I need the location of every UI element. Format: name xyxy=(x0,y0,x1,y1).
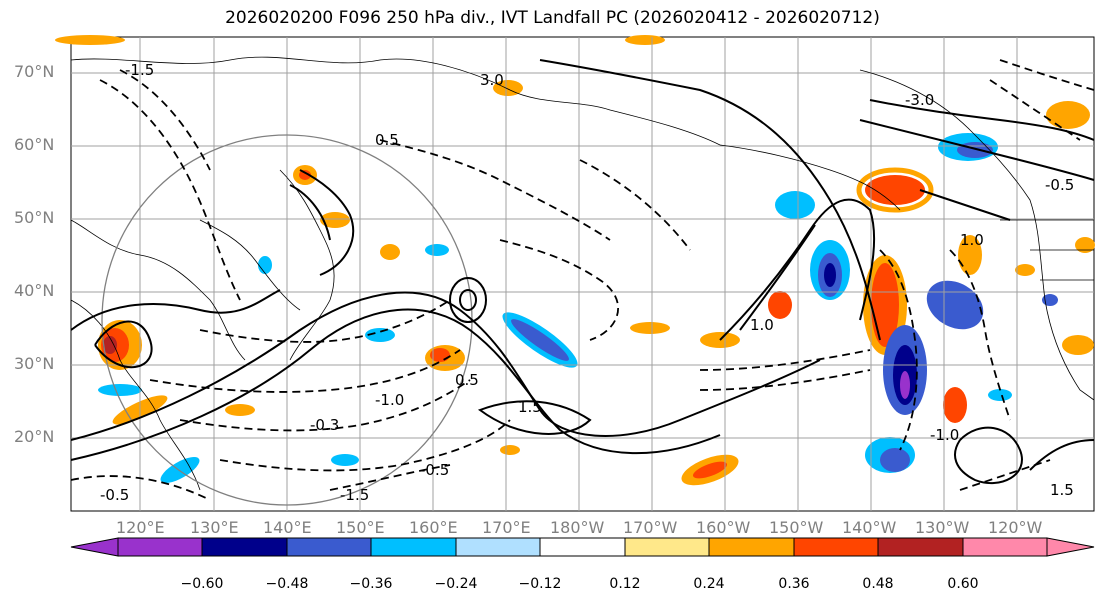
contour-label: -1.0 xyxy=(930,426,959,444)
lat-label: 30°N xyxy=(14,354,55,373)
contour-label: 1.0 xyxy=(750,316,774,334)
colorbar-tick: 0.60 xyxy=(947,576,979,592)
contour-label: -1.5 xyxy=(125,61,154,79)
colorbar-tick: 0.36 xyxy=(778,576,810,592)
lon-label: 120°W xyxy=(988,518,1043,537)
contour-label: -1.5 xyxy=(340,486,369,504)
contour-label: 3.0 xyxy=(480,71,504,89)
lon-label: 130°E xyxy=(190,518,239,537)
lon-label: 170°W xyxy=(623,518,678,537)
lon-label: 170°E xyxy=(482,518,531,537)
lon-label: 150°W xyxy=(769,518,824,537)
figure-title: 2026020200 F096 250 hPa div., IVT Landfa… xyxy=(225,8,880,28)
lat-label: 50°N xyxy=(14,208,55,227)
lat-label: 60°N xyxy=(14,135,55,154)
colorbar-tick: −0.24 xyxy=(434,576,478,592)
contour-label: 1.5 xyxy=(1050,481,1074,499)
lat-label: 20°N xyxy=(14,427,55,446)
lon-label: 130°W xyxy=(915,518,970,537)
contour-label: 1.5 xyxy=(518,398,542,416)
contour-label: -0.3 xyxy=(310,416,339,434)
colorbar-tick: −0.60 xyxy=(180,576,224,592)
colorbar-under-triangle xyxy=(70,537,119,557)
contour-label: -1.0 xyxy=(375,391,404,409)
lon-label: 150°E xyxy=(336,518,385,537)
ivt-negative-contours xyxy=(70,59,1095,501)
colorbar-tick: 0.24 xyxy=(693,576,725,592)
lon-label: 180°W xyxy=(550,518,605,537)
contour-label: -0.5 xyxy=(100,486,129,504)
coastlines xyxy=(70,56,1095,491)
colorbar-tick: −0.36 xyxy=(349,576,393,592)
contour-labels: -0.5 -1.0 -1.5 -0.5 0.5 1.0 1.5 3.0 -3.0… xyxy=(100,61,1074,504)
graticule xyxy=(71,37,1094,511)
colorbar-tick: 0.48 xyxy=(862,576,894,592)
contour-label: -0.5 xyxy=(1045,176,1074,194)
contour-label: 1.0 xyxy=(960,231,984,249)
colorbar-tick: 0.12 xyxy=(609,576,641,592)
map-frame xyxy=(70,36,1095,512)
colorbar-tick: −0.12 xyxy=(518,576,562,592)
colorbar-over-triangle xyxy=(1046,537,1095,557)
contour-label: 0.5 xyxy=(375,131,399,149)
contour-label: -3.0 xyxy=(905,91,934,109)
lon-label: 120°E xyxy=(116,518,165,537)
lon-label: 140°E xyxy=(263,518,312,537)
colorbar-tick: −0.48 xyxy=(265,576,309,592)
contour-label: -0.5 xyxy=(420,461,449,479)
lon-label: 160°E xyxy=(409,518,458,537)
lat-label: 40°N xyxy=(14,281,55,300)
lat-label: 70°N xyxy=(14,62,55,81)
ivt-positive-contours xyxy=(70,59,1095,485)
colorbar xyxy=(70,537,1095,557)
contour-label: 0.5 xyxy=(455,371,479,389)
lon-label: 160°W xyxy=(696,518,751,537)
lon-label: 140°W xyxy=(842,518,897,537)
